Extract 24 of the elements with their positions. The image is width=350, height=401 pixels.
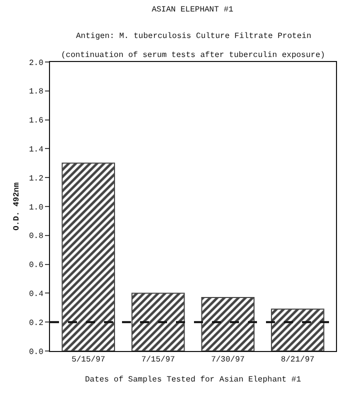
x-tick-label: 7/30/97 xyxy=(211,356,245,365)
x-axis-title: Dates of Samples Tested for Asian Elephant #1 xyxy=(84,376,302,385)
y-tick-label: 0.6 xyxy=(28,261,44,270)
y-tick-label: 0.8 xyxy=(28,232,44,242)
y-tick-label: 2.0 xyxy=(28,58,44,68)
bar xyxy=(131,292,185,351)
y-tick-label: 0.4 xyxy=(28,290,44,299)
text: (continuation of serum tests after tuberculin exposure) xyxy=(61,51,326,60)
y-tick-label: 0.2 xyxy=(28,318,44,328)
y-tick-label: 0.0 xyxy=(28,348,44,357)
chart-subtitle: Antigen: M. tuberculosis Culture Filtrate Protein xyxy=(76,32,312,41)
bar xyxy=(270,308,324,351)
x-tick-label: 5/15/97 xyxy=(72,356,106,365)
bar xyxy=(62,162,116,351)
y-tick-label: 1.6 xyxy=(28,116,44,126)
y-tick-label: 1.2 xyxy=(28,174,44,184)
y-tick-label: 1.8 xyxy=(28,88,44,97)
chart-title: ASIAN ELEPHANT #1 xyxy=(152,6,234,15)
y-tick-label: 1.4 xyxy=(28,146,44,154)
y-axis-title: O.D. 492nm xyxy=(12,182,22,231)
x-tick-label: 8/21/97 xyxy=(280,356,315,365)
y-tick-label: 1.0 xyxy=(28,203,44,212)
x-tick-label: 7/15/97 xyxy=(141,356,176,365)
bar xyxy=(201,297,255,351)
